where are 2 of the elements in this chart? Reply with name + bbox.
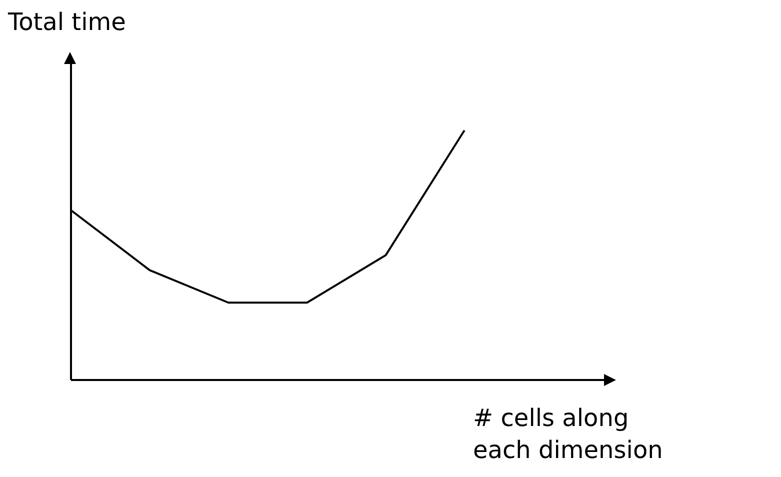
x-axis-title: # cells along each dimension — [473, 403, 664, 466]
y-axis-title: Total time — [8, 8, 126, 36]
